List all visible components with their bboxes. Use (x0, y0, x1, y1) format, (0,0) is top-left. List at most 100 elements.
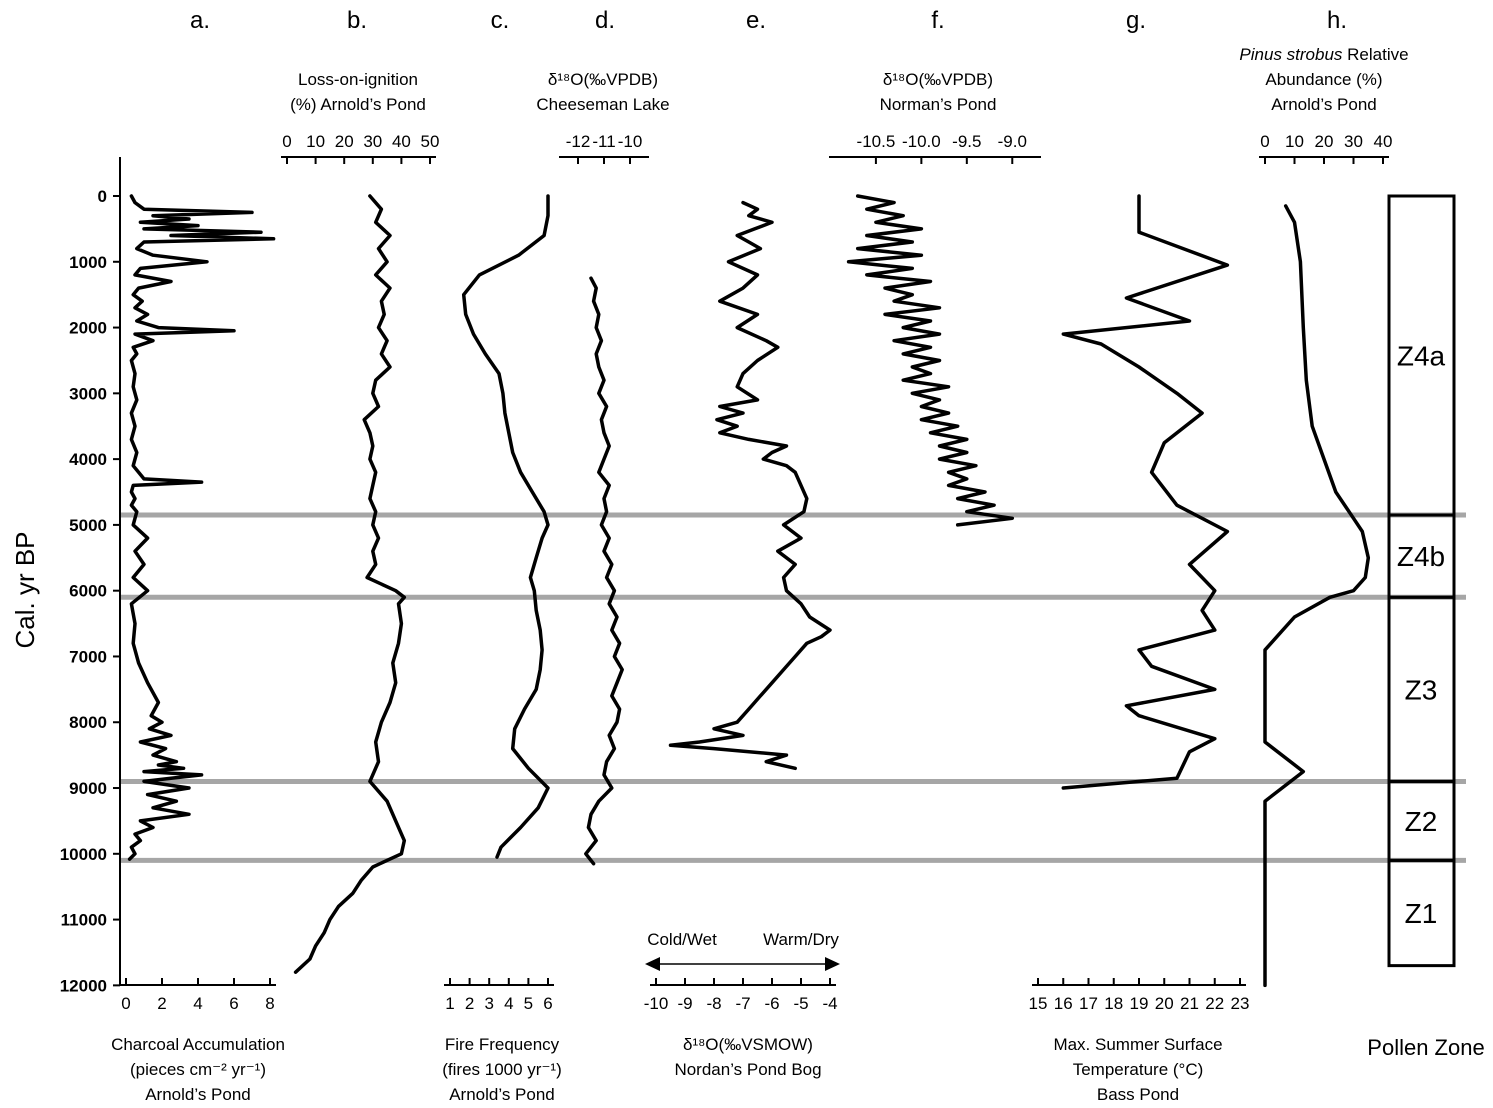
panel-title-line: δ¹⁸O(‰VPDB) (883, 70, 993, 89)
x-tick-label: 20 (335, 132, 354, 151)
x-tick-label: -9.0 (998, 132, 1027, 151)
y-tick-label-11: 11000 (61, 911, 107, 930)
panel-e: e. -10 -9 -8 -7 -6 -5 -4 δ¹⁸O(‰VSMOW) Nordan’s Po… (644, 7, 838, 1079)
x-tick-label: -10.0 (902, 132, 941, 151)
panel-letter: h. (1327, 7, 1347, 34)
x-tick-label: -11 (592, 132, 615, 151)
x-tick-label: 2 (157, 994, 166, 1013)
panel-title-line: Temperature (°C) (1073, 1060, 1204, 1079)
x-tick-label: 2 (465, 994, 474, 1013)
y-tick-label-7: 7000 (69, 647, 107, 666)
y-axis-label: Cal. yr BP (10, 531, 40, 648)
y-tick-label-3: 3000 (69, 384, 107, 403)
x-tick-label: 10 (306, 132, 325, 151)
x-tick-label: -4 (822, 994, 837, 1013)
x-tick-label: 40 (392, 132, 411, 151)
x-tick-label: 40 (1374, 132, 1393, 151)
x-tick-label: 1 (445, 994, 454, 1013)
panel-title-line: Max. Summer Surface (1053, 1035, 1222, 1054)
panel-title-line: Norman’s Pond (880, 95, 997, 114)
panel-title-line: δ¹⁸O(‰VPDB) (548, 70, 658, 89)
series-line-c (461, 194, 550, 859)
panel-letter: e. (746, 7, 766, 34)
y-tick-label-5: 5000 (69, 516, 107, 535)
series-line-h (1263, 204, 1371, 988)
panel-b: b. 0 10 20 30 40 50 Loss-on-ignition (%) Arnold’… (281, 7, 440, 974)
x-tick-label: 16 (1054, 994, 1073, 1013)
annotation-warm-dry: Warm/Dry (763, 930, 839, 949)
x-tick-label: 30 (363, 132, 382, 151)
x-tick-label: 18 (1104, 994, 1123, 1013)
panel-title-line: (fires 1000 yr⁻¹) (442, 1060, 562, 1079)
x-tick-label: 15 (1029, 994, 1048, 1013)
x-tick-label: -10 (618, 132, 643, 151)
panel-title-line: Bass Pond (1097, 1085, 1179, 1104)
climate-annotation: Cold/Wet Warm/Dry (645, 930, 840, 971)
pollen-zone-label: Z1 (1405, 898, 1438, 929)
panel-title-line: Nordan’s Pond Bog (674, 1060, 821, 1079)
panel-title-line: Arnold’s Pond (145, 1085, 251, 1104)
x-tick-label: -10 (644, 994, 669, 1013)
series-line-b (293, 194, 407, 974)
x-tick-label: -8 (706, 994, 721, 1013)
panel-d: d. -12 -11 -10 δ¹⁸O(‰VPDB) Cheeseman Lake (536, 7, 670, 866)
panel-letter: a. (190, 7, 210, 34)
panel-title-line: (pieces cm⁻² yr⁻¹) (130, 1060, 266, 1079)
y-tick-label-2: 2000 (69, 319, 107, 338)
arrow-head-right (825, 957, 840, 971)
y-tick-label-9: 9000 (69, 779, 107, 798)
panel-f: f. -10.5 -10.0 -9.5 -9.0 δ¹⁸O(‰VPDB) Norman’s … (829, 7, 1041, 527)
pollen-zone-box (1387, 858, 1456, 968)
pollen-zone-z3: Z3 (1387, 595, 1456, 783)
panel-title-line: Cheeseman Lake (536, 95, 669, 114)
x-tick-label: -12 (566, 132, 591, 151)
annotation-cold-wet: Cold/Wet (647, 930, 717, 949)
pollen-zone-z4a: Z4a (1387, 194, 1456, 517)
y-tick-label-10: 10000 (60, 845, 107, 864)
zone-boundary-lines (120, 512, 1466, 863)
y-tick-label-0: 0 (98, 187, 107, 206)
y-tick-label-6: 6000 (69, 582, 107, 601)
pollen-zone-column: Z4a Z4b Z3 Z2 Z1 Pollen Zone (1367, 194, 1485, 1060)
panel-title-line: Fire Frequency (445, 1035, 560, 1054)
x-tick-label: 4 (193, 994, 202, 1013)
x-tick-label: -9 (677, 994, 692, 1013)
panel-title-line: Pinus strobus Relative (1239, 45, 1408, 64)
x-tick-label: -6 (764, 994, 779, 1013)
x-tick-label: 8 (265, 994, 274, 1013)
pollen-zone-title: Pollen Zone (1367, 1035, 1484, 1060)
panel-letter: b. (347, 7, 367, 34)
x-tick-label: 20 (1315, 132, 1334, 151)
x-tick-label: 6 (229, 994, 238, 1013)
panel-title-line: Charcoal Accumulation (111, 1035, 285, 1054)
x-tick-label: 17 (1079, 994, 1098, 1013)
panel-g: g. 15 16 17 18 19 20 21 22 23 Max. Summer Surface T… (1029, 7, 1250, 1104)
y-tick-label-4: 4000 (69, 450, 107, 469)
x-tick-label: -10.5 (857, 132, 896, 151)
pollen-zone-label: Z3 (1405, 674, 1438, 705)
x-tick-label: 4 (504, 994, 513, 1013)
series-line-g (1061, 194, 1230, 790)
panel-h: h. 0 10 20 30 40 Pinus strobus Relative Abundan… (1239, 7, 1409, 988)
x-tick-label: 19 (1130, 994, 1149, 1013)
proxy-panels: a. 0 2 4 6 8 Charcoal Accumulation (pieces cm⁻²… (111, 7, 1409, 1104)
pollen-zone-z1: Z1 (1387, 858, 1456, 968)
x-tick-label: 22 (1205, 994, 1224, 1013)
panel-title-line: Loss-on-ignition (298, 70, 418, 89)
panel-c: c. 1 2 3 4 5 6 Fire Frequency (fires 1000 yr⁻¹) A… (442, 7, 562, 1104)
pollen-zone-label: Z4a (1397, 341, 1446, 372)
x-tick-label: -9.5 (952, 132, 981, 151)
x-tick-label: 0 (282, 132, 291, 151)
x-tick-label: 23 (1231, 994, 1250, 1013)
x-tick-label: -5 (793, 994, 808, 1013)
pollen-zone-label: Z2 (1405, 806, 1438, 837)
pollen-zone-label: Z4b (1397, 541, 1445, 572)
x-tick-label: -7 (735, 994, 750, 1013)
y-tick-label-1: 1000 (69, 253, 107, 272)
x-tick-label: 50 (421, 132, 440, 151)
panel-title-line: Arnold’s Pond (1271, 95, 1377, 114)
x-tick-label: 6 (543, 994, 552, 1013)
x-tick-label: 0 (121, 994, 130, 1013)
pollen-zone-z2: Z2 (1387, 779, 1456, 862)
